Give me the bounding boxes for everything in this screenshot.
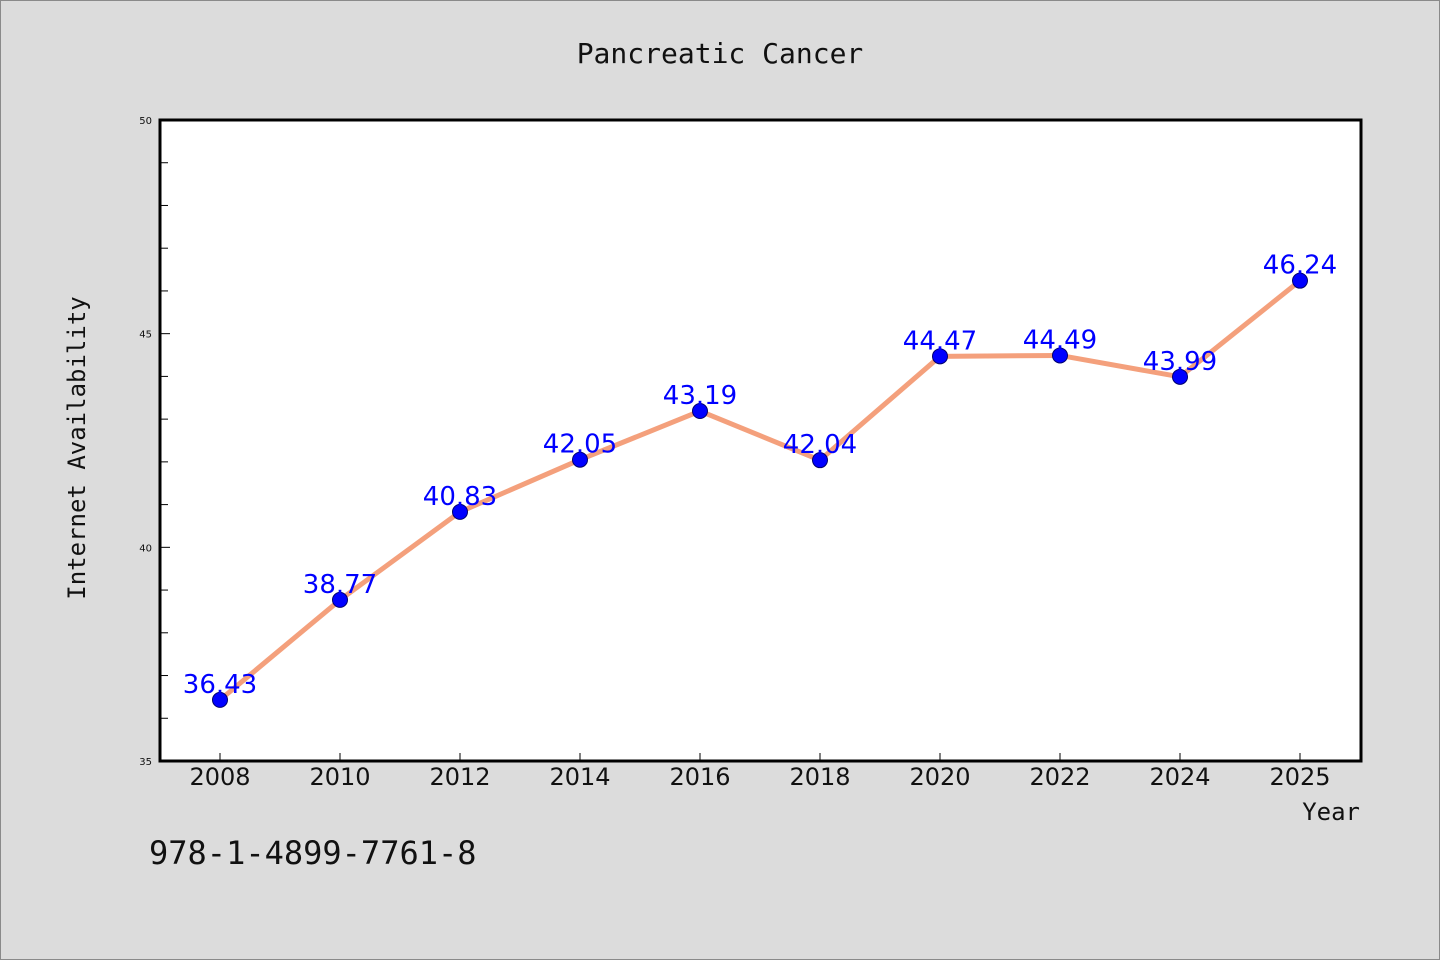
data-label: 42.04: [783, 430, 857, 460]
x-tick-label: 2025: [1269, 763, 1330, 791]
data-label: 44.47: [903, 326, 977, 356]
x-tick-label: 2024: [1149, 763, 1210, 791]
y-tick-label: 40: [139, 543, 152, 554]
y-axis-label: Internet Availability: [63, 296, 91, 599]
data-point: [812, 452, 828, 469]
data-point: [1172, 368, 1188, 385]
data-label: 36.43: [183, 670, 257, 700]
data-point: [932, 348, 948, 365]
data-point: [332, 591, 348, 608]
data-point: [1292, 272, 1308, 289]
data-label: 43.99: [1143, 347, 1217, 377]
data-label: 42.05: [543, 430, 617, 460]
data-label-group: 36.43 38.77 40.83 42.05 43.19 42.04 44.47 44.49…: [183, 251, 1337, 700]
data-point: [212, 691, 228, 708]
data-label: 43.19: [663, 381, 737, 411]
x-tick-label: 2012: [429, 763, 490, 791]
plot-area: [158, 118, 1363, 763]
x-tick-label: 2018: [789, 763, 850, 791]
y-tick-label: 50: [139, 116, 152, 127]
x-axis: 2008 2010 2012 2014 2016 2018 2020 2022 2024 2025: [189, 753, 1331, 791]
data-point: [572, 451, 588, 468]
x-axis-label: Year: [1302, 798, 1360, 826]
data-point: [692, 403, 708, 420]
x-tick-label: 2010: [309, 763, 370, 791]
data-point: [452, 503, 468, 520]
y-tick-label: 35: [139, 757, 152, 768]
data-label: 40.83: [423, 482, 497, 512]
x-tick-label: 2008: [189, 763, 250, 791]
y-axis: 35 40 45 50: [139, 116, 170, 768]
x-tick-label: 2022: [1029, 763, 1090, 791]
chart-title: Pancreatic Cancer: [577, 37, 864, 70]
series-line: [217, 278, 1303, 703]
data-label: 44.49: [1023, 325, 1097, 355]
data-point: [1052, 347, 1068, 364]
x-tick-label: 2020: [909, 763, 970, 791]
y-tick-label: 45: [139, 330, 152, 341]
isbn-text: 978-1-4899-7761-8: [149, 834, 477, 872]
x-tick-label: 2014: [549, 763, 610, 791]
x-tick-label: 2016: [669, 763, 730, 791]
series-line-group: [212, 272, 1308, 708]
data-label: 46.24: [1263, 251, 1337, 281]
data-label: 38.77: [303, 570, 377, 600]
